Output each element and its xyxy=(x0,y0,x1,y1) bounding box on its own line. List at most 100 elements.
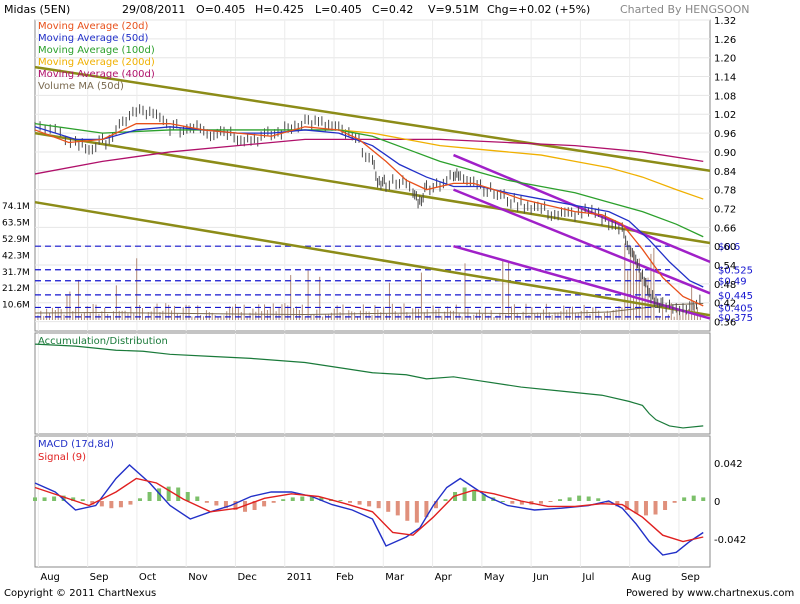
volume-tick-label: 10.6M xyxy=(2,301,30,311)
support-level-label: $0.445 xyxy=(718,291,753,302)
charted-by-label: Charted By HENGSOON xyxy=(620,3,750,16)
price-panel xyxy=(34,19,711,332)
price-tick-label: 0.66 xyxy=(714,223,736,234)
volume-tick-label: 63.5M xyxy=(2,219,30,229)
price-tick-label: 1.20 xyxy=(714,54,736,65)
ad-line xyxy=(34,343,704,429)
change-label: Chg=+0.02 (+5%) xyxy=(487,3,590,16)
macd-histogram-bar xyxy=(701,497,706,501)
macd-histogram-bar xyxy=(472,490,477,501)
macd-histogram-bar xyxy=(414,501,419,523)
macd-histogram-bar xyxy=(262,501,267,507)
macd-histogram-bar xyxy=(424,501,429,518)
macd-histogram-bar xyxy=(510,501,515,504)
macd-histogram-bar xyxy=(338,500,343,502)
trendlines xyxy=(34,65,711,320)
month-label: Jul xyxy=(581,572,594,583)
price-tick-label: 0.90 xyxy=(714,148,736,159)
ticker-label: Midas (5EN) xyxy=(4,3,70,16)
macd-histogram-bar xyxy=(147,492,152,501)
macd-histogram-bar xyxy=(376,501,381,509)
macd-histogram-bar xyxy=(52,496,57,501)
macd-histogram-bar xyxy=(223,501,228,509)
macd-histogram-bar xyxy=(233,501,238,510)
macd-histogram-bar xyxy=(185,492,190,501)
grid xyxy=(35,19,710,567)
macd-histogram-bar xyxy=(319,497,324,501)
legend-entry: Moving Average (100d) xyxy=(38,45,155,56)
price-series xyxy=(34,104,704,429)
volume-tick-label: 74.1M xyxy=(2,202,30,212)
ma400-line xyxy=(34,138,704,175)
legend-entry: Moving Average (50d) xyxy=(38,33,149,44)
volume-tick-label: 42.3M xyxy=(2,251,30,261)
volume-label: V=9.51M xyxy=(428,3,479,16)
macd-histogram-bar xyxy=(357,501,362,505)
ma200-line xyxy=(338,129,704,200)
macd-series xyxy=(33,464,706,556)
price-tick-label: 1.26 xyxy=(714,35,736,46)
macd-histogram-bar xyxy=(672,501,677,503)
axis-labels: 1.32 1.26 1.20 1.14 1.08 1.02 0.96 0.90 0.84 0.78… xyxy=(2,16,746,583)
macd-histogram-bar xyxy=(643,501,648,516)
support-level-label: $0.525 xyxy=(718,266,753,277)
trendline xyxy=(34,65,711,173)
legend-entry: Moving Average (20d) xyxy=(38,21,149,32)
price-tick-label: 0.54 xyxy=(714,261,736,272)
macd-tick-label: 0.042 xyxy=(714,459,743,470)
low-label: L=0.405 xyxy=(315,3,362,16)
macd-histogram-bar xyxy=(271,501,276,503)
macd-histogram-bar xyxy=(691,495,696,501)
macd-histogram-bar xyxy=(634,501,639,514)
support-level-label: $0.6 xyxy=(718,242,740,253)
copyright-label: Copyright © 2011 ChartNexus xyxy=(4,588,156,599)
month-label: Jun xyxy=(532,572,549,583)
macd-histogram-bar xyxy=(519,501,524,505)
macd-histogram-bar xyxy=(367,501,372,507)
macd-histogram-bar xyxy=(90,501,95,505)
macd-histogram-bar xyxy=(204,501,209,503)
macd-tick-label: -0.042 xyxy=(714,535,746,546)
macd-histogram-bar xyxy=(462,487,467,501)
macd-histogram-bar xyxy=(386,501,391,512)
macd-histogram-bar xyxy=(433,501,438,509)
macd-histogram-bar xyxy=(33,497,37,501)
month-label: Sep xyxy=(681,572,700,583)
price-tick-label: 1.14 xyxy=(714,73,736,84)
macd-histogram-bar xyxy=(243,501,248,512)
support-level-label: $0.375 xyxy=(718,313,753,324)
macd-panel xyxy=(34,435,711,568)
macd-histogram-bar xyxy=(71,497,76,501)
price-tick-label: 0.36 xyxy=(714,318,736,329)
month-label: Feb xyxy=(336,572,354,583)
legend-entry: Moving Average (400d) xyxy=(38,69,155,80)
price-tick-label: 1.32 xyxy=(714,16,736,27)
month-label: Aug xyxy=(632,572,652,583)
trendline xyxy=(453,244,711,320)
macd-histogram-bar xyxy=(138,498,143,501)
month-label: Mar xyxy=(385,572,405,583)
price-tick-label: 0.72 xyxy=(714,204,736,215)
macd-line xyxy=(34,464,704,556)
macd-legend-entry: MACD (17d,8d) xyxy=(38,439,114,450)
macd-histogram-bar xyxy=(300,496,305,501)
legend-entry: Moving Average (200d) xyxy=(38,57,155,68)
ma100-line xyxy=(34,123,704,238)
month-label: Sep xyxy=(90,572,109,583)
macd-histogram-bar xyxy=(624,501,629,510)
month-label: Dec xyxy=(237,572,256,583)
macd-histogram-bar xyxy=(586,496,591,501)
month-label: Nov xyxy=(188,572,208,583)
trendline xyxy=(453,153,711,264)
month-label: May xyxy=(484,572,505,583)
month-label: 2011 xyxy=(287,572,312,583)
macd-tick-label: 0 xyxy=(714,497,720,508)
macd-histogram-bar xyxy=(252,501,257,510)
high-label: H=0.425 xyxy=(255,3,304,16)
macd-histogram-bar xyxy=(663,501,668,510)
macd-histogram-bar xyxy=(290,497,295,501)
close-label: C=0.42 xyxy=(372,3,413,16)
macd-histogram-bar xyxy=(500,501,505,502)
powered-by-label: Powered by www.chartnexus.com xyxy=(626,588,794,599)
macd-histogram-bar xyxy=(61,495,66,501)
